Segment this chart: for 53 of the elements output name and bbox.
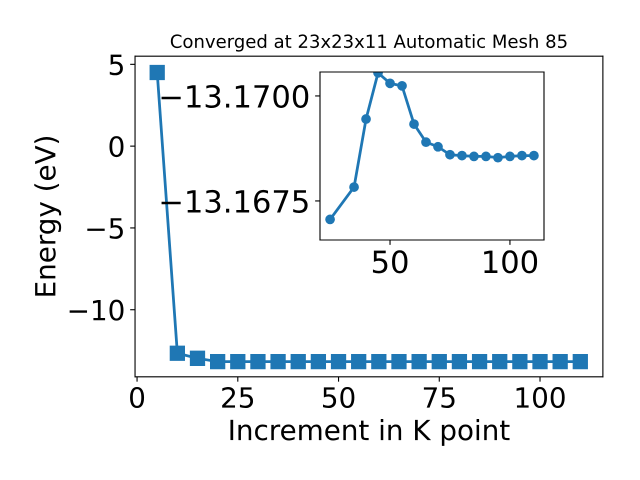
point (411, 354, 427, 370)
point (432, 354, 447, 370)
x-tick-label: 75 (424, 387, 455, 408)
point (452, 354, 468, 370)
point (310, 354, 326, 370)
point (361, 114, 371, 124)
x-tick-label: 100 (516, 387, 565, 408)
y-tick-label: −10 (70, 300, 124, 321)
y-tick-label: −13.1700 (162, 84, 308, 108)
point (421, 137, 431, 147)
point (325, 214, 335, 224)
point (445, 150, 455, 160)
y-axis-title: Energy (eV) (34, 136, 62, 296)
point (472, 354, 488, 370)
point (270, 354, 286, 370)
point (532, 354, 548, 370)
point (552, 354, 568, 370)
point (210, 354, 226, 370)
chart-title: Converged at 23x23x11 Automatic Mesh 85 (170, 34, 567, 52)
x-axis-title: Increment in K point (230, 418, 510, 446)
point (330, 354, 346, 370)
point (469, 152, 479, 162)
point (385, 78, 395, 88)
point (371, 354, 386, 370)
point (572, 354, 588, 370)
x-tick-label: 50 (323, 387, 354, 408)
point (290, 354, 306, 370)
y-tick-label: 0 (109, 136, 124, 158)
point (505, 152, 515, 162)
point (492, 354, 508, 370)
point (433, 142, 443, 152)
point (230, 354, 246, 370)
point (409, 119, 419, 129)
point (150, 64, 165, 80)
y-tick-label: −5 (87, 218, 123, 239)
point (397, 81, 407, 91)
point (391, 354, 407, 370)
x-tick-label: 100 (484, 250, 538, 274)
point (517, 150, 527, 160)
point (481, 152, 491, 162)
point (457, 150, 467, 160)
point (250, 354, 266, 370)
point (529, 150, 539, 160)
point (493, 152, 503, 163)
point (190, 350, 206, 366)
x-tick-label: 0 (130, 387, 144, 408)
x-tick-label: 25 (222, 387, 254, 408)
point (349, 182, 359, 192)
y-tick-label: 5 (110, 54, 123, 76)
x-tick-label: 50 (372, 250, 408, 274)
point (351, 354, 366, 370)
point (170, 346, 185, 361)
point (512, 354, 528, 370)
